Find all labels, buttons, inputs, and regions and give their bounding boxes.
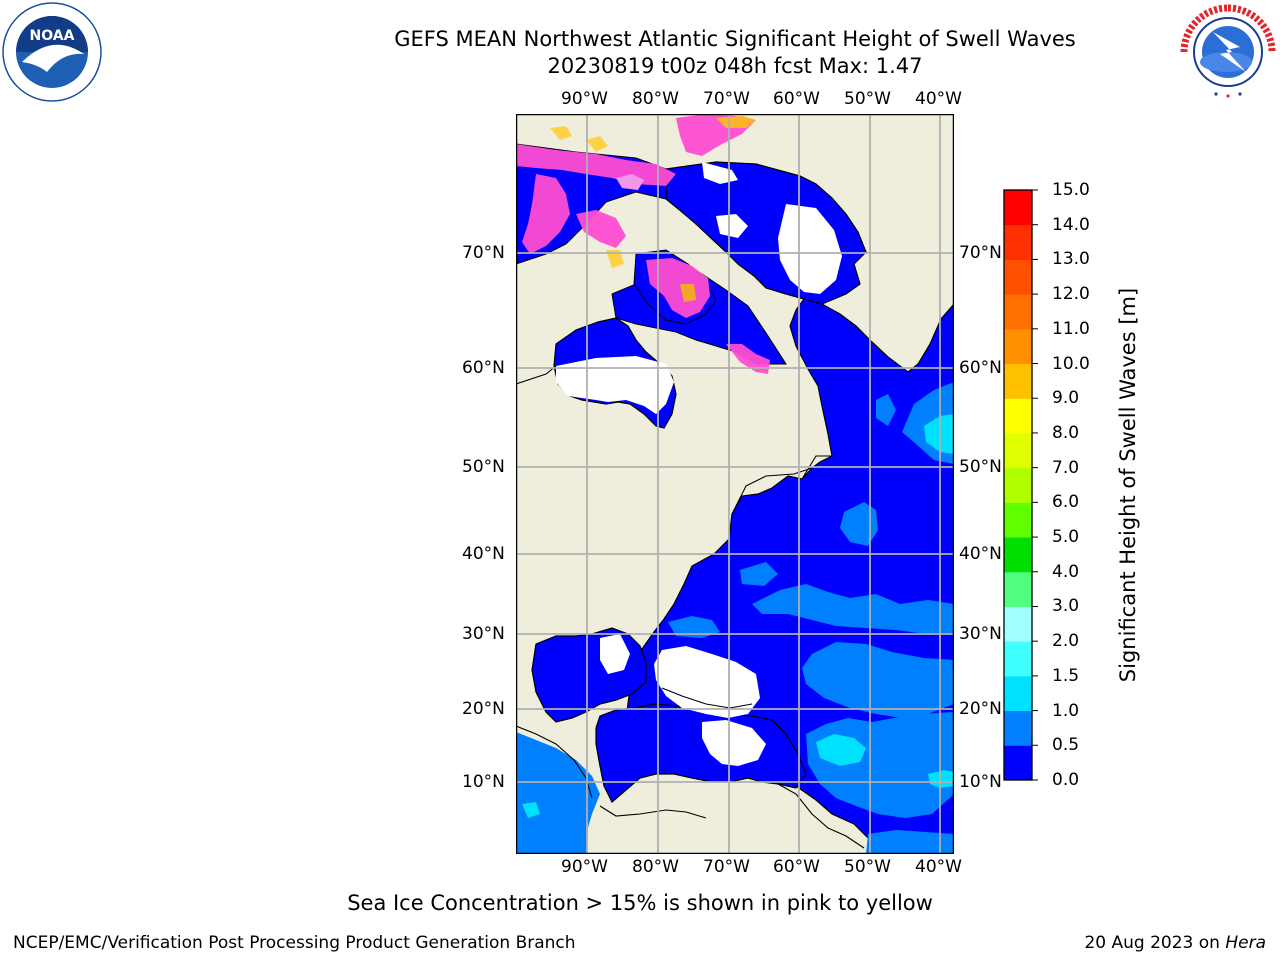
colorbar-tick-label: 0.5 (1052, 735, 1080, 756)
colorbar (1003, 189, 1038, 781)
colorbar-segment (1004, 675, 1032, 712)
colorbar-segment (1004, 328, 1032, 365)
lat-label-left: 20°N (462, 699, 505, 719)
lon-label-top: 40°W (915, 89, 962, 109)
lat-label-left: 60°N (462, 358, 505, 378)
lon-label-bottom: 50°W (844, 857, 891, 877)
colorbar-segment (1004, 606, 1032, 642)
colorbar-tick-label: 5.0 (1052, 527, 1080, 548)
colorbar-segment (1004, 224, 1032, 260)
lon-label-top: 60°W (773, 89, 820, 109)
colorbar-tick-label: 10.0 (1052, 353, 1090, 374)
lat-label-left: 70°N (462, 243, 505, 263)
lat-label-left: 50°N (462, 457, 505, 477)
lat-label-right: 70°N (959, 243, 1002, 263)
lon-label-bottom: 60°W (773, 857, 820, 877)
colorbar-segment (1004, 641, 1032, 677)
colorbar-segment (1004, 537, 1032, 573)
colorbar-tick-label: 4.0 (1052, 561, 1080, 582)
graticule (516, 114, 954, 854)
map (516, 114, 954, 854)
svg-text:NOAA: NOAA (30, 28, 75, 44)
colorbar-segment (1004, 467, 1032, 503)
plot-title: GEFS MEAN Northwest Atlantic Significant… (394, 27, 1076, 51)
lon-label-top: 50°W (844, 89, 891, 109)
colorbar-label: Significant Height of Swell Waves [m] (1116, 287, 1140, 683)
lat-label-left: 40°N (462, 544, 505, 564)
colorbar-segment (1004, 432, 1032, 469)
sea-ice-note: Sea Ice Concentration > 15% is shown in … (347, 891, 933, 915)
credit-date: 20 Aug 2023 on (1084, 933, 1220, 953)
colorbar-segment (1004, 294, 1032, 330)
colorbar-tick-label: 1.5 (1052, 665, 1080, 686)
lat-label-right: 20°N (959, 699, 1002, 719)
nws-logo (1180, 4, 1276, 100)
noaa-logo: NOAA (2, 2, 102, 102)
lon-label-bottom: 90°W (561, 857, 608, 877)
lon-label-bottom: 70°W (703, 857, 750, 877)
credit-host: Hera (1225, 933, 1266, 953)
colorbar-tick-label: 13.0 (1052, 249, 1090, 270)
colorbar-tick-label: 0.0 (1052, 770, 1080, 790)
colorbar-tick-label: 8.0 (1052, 422, 1080, 443)
colorbar-segment (1004, 571, 1032, 607)
colorbar-tick-label: 1.0 (1052, 700, 1080, 721)
lat-label-right: 50°N (959, 457, 1002, 477)
colorbar-tick-label: 14.0 (1052, 214, 1090, 235)
credit-left: NCEP/EMC/Verification Post Processing Pr… (13, 933, 576, 953)
colorbar-tick-label: 12.0 (1052, 284, 1090, 305)
colorbar-tick-label: 2.0 (1052, 631, 1080, 652)
credit-right: 20 Aug 2023 on Hera (1084, 933, 1266, 953)
swell-1p0-1p5 (522, 414, 954, 818)
lon-label-bottom: 80°W (632, 857, 679, 877)
colorbar-tick-label: 3.0 (1052, 596, 1080, 617)
lat-label-left: 30°N (462, 624, 505, 644)
lon-label-top: 70°W (703, 89, 750, 109)
colorbar-tick-label: 6.0 (1052, 492, 1080, 513)
colorbar-tick-label: 9.0 (1052, 388, 1080, 409)
colorbar-frame (1003, 189, 1033, 781)
colorbar-segment (1004, 259, 1032, 295)
lon-label-top: 90°W (561, 89, 608, 109)
colorbar-tick-label: 11.0 (1052, 318, 1090, 339)
colorbar-segment (1004, 398, 1032, 434)
lon-label-bottom: 40°W (915, 857, 962, 877)
colorbar-segment (1004, 710, 1032, 746)
lon-label-top: 80°W (632, 89, 679, 109)
swell-0p5-1p0 (516, 382, 954, 854)
colorbar-segment (1004, 190, 1032, 226)
lat-label-right: 10°N (959, 772, 1002, 792)
no-data-regions (556, 162, 842, 766)
colorbar-tick-label: 7.0 (1052, 457, 1080, 478)
lat-label-left: 10°N (462, 772, 505, 792)
colorbar-segment (1004, 745, 1032, 781)
map-frame (516, 114, 954, 854)
lat-label-right: 30°N (959, 624, 1002, 644)
colorbar-segment (1004, 502, 1032, 538)
plot-subtitle: 20230819 t00z 048h fcst Max: 1.47 (547, 54, 923, 78)
colorbar-segment (1004, 363, 1032, 399)
colorbar-tick-label: 15.0 (1052, 180, 1090, 200)
lat-label-right: 40°N (959, 544, 1002, 564)
sea-ice (516, 114, 770, 374)
lat-label-right: 60°N (959, 358, 1002, 378)
